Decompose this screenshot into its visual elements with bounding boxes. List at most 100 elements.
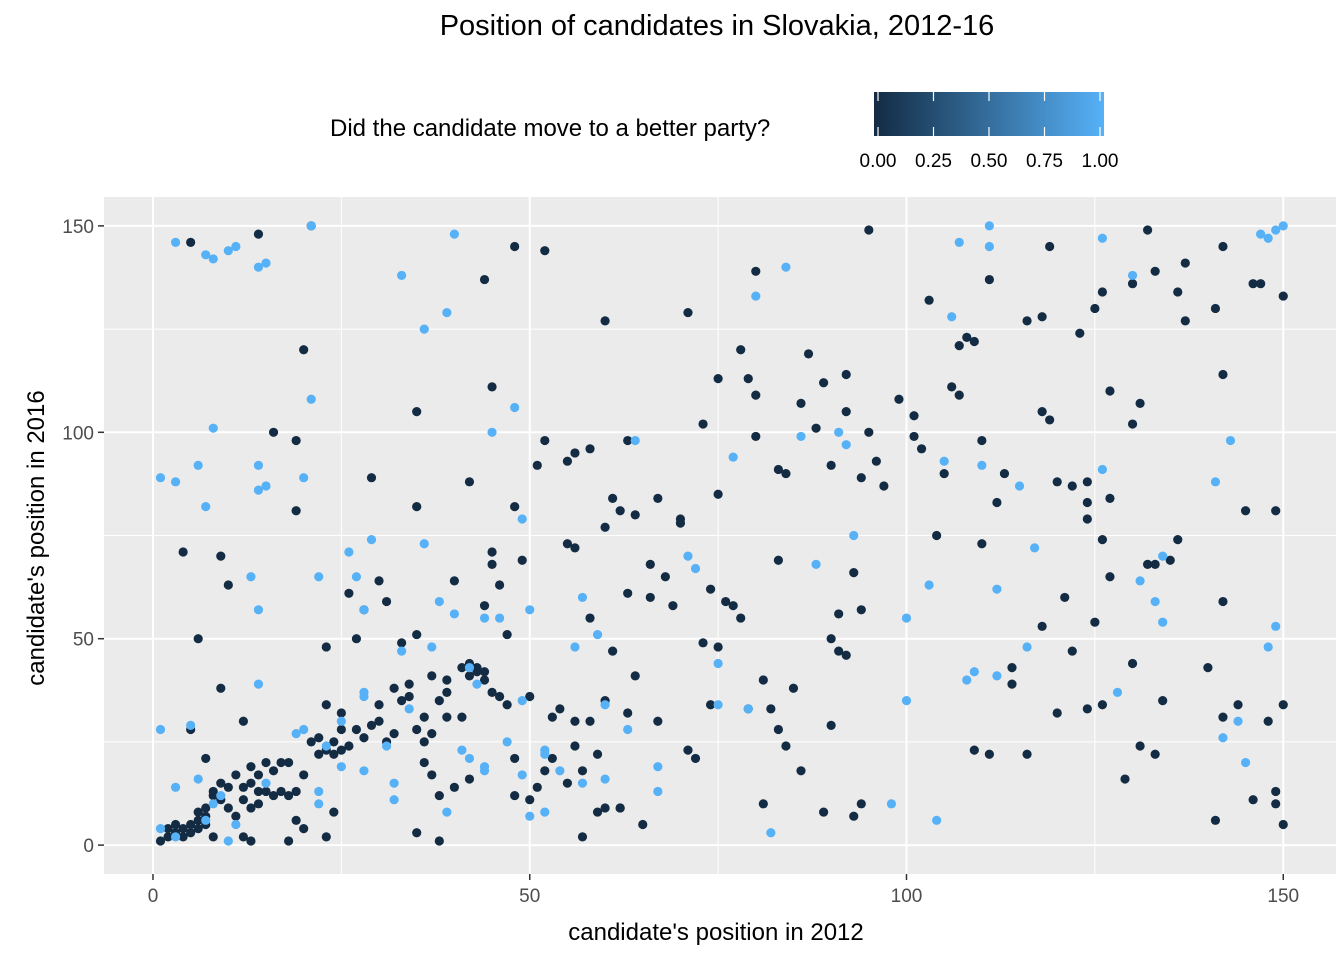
data-point	[170, 819, 181, 830]
data-point	[1150, 266, 1160, 276]
data-point	[834, 427, 844, 437]
data-point	[1233, 716, 1243, 726]
data-point	[487, 687, 497, 697]
data-point	[208, 799, 218, 809]
data-point	[698, 638, 708, 648]
data-point	[788, 683, 799, 693]
data-point	[223, 580, 233, 590]
data-point	[216, 778, 226, 788]
y-tick-label: 0	[83, 836, 94, 857]
data-point	[1158, 617, 1168, 627]
data-point	[487, 547, 497, 557]
data-point	[404, 691, 414, 702]
data-point	[517, 555, 527, 565]
data-point	[826, 460, 836, 470]
data-point	[321, 741, 331, 751]
data-point	[155, 473, 166, 483]
data-point	[336, 708, 346, 718]
data-point	[939, 456, 949, 466]
data-point	[894, 394, 904, 404]
data-point	[419, 324, 429, 334]
data-point	[261, 757, 271, 768]
data-point	[773, 464, 783, 475]
data-point	[201, 815, 211, 825]
data-point	[216, 683, 226, 693]
data-point	[1014, 481, 1025, 491]
data-point	[932, 530, 942, 541]
data-point	[1173, 287, 1183, 297]
data-point	[592, 749, 603, 759]
data-point	[736, 345, 746, 355]
data-point	[781, 262, 791, 272]
data-point	[1105, 386, 1115, 396]
data-point	[555, 704, 565, 714]
data-point	[434, 596, 444, 607]
data-point	[1158, 696, 1168, 706]
data-point	[630, 435, 640, 446]
data-point	[668, 601, 678, 611]
data-point	[268, 766, 279, 776]
data-point	[1210, 477, 1221, 487]
data-point	[623, 724, 633, 735]
data-point	[336, 716, 346, 726]
data-point	[351, 572, 362, 582]
data-point	[449, 609, 459, 619]
data-point	[585, 613, 595, 623]
data-point	[849, 530, 859, 541]
data-point	[1135, 398, 1145, 409]
data-point	[1037, 621, 1047, 631]
data-point	[645, 559, 655, 569]
data-point	[834, 646, 844, 656]
data-point	[1022, 749, 1032, 759]
data-point	[1082, 497, 1092, 508]
data-point	[713, 642, 723, 652]
data-point	[1263, 642, 1273, 652]
data-point	[796, 398, 806, 409]
data-point	[819, 378, 829, 388]
data-point	[615, 803, 625, 813]
legend-tick-label: 0.75	[1026, 151, 1063, 172]
data-point	[344, 741, 354, 751]
data-point	[291, 815, 301, 825]
data-point	[856, 605, 866, 615]
data-point	[803, 349, 814, 359]
data-point	[1007, 662, 1017, 673]
data-point	[728, 452, 738, 462]
data-point	[344, 588, 354, 598]
data-point	[494, 613, 505, 623]
data-point	[781, 741, 791, 751]
data-point	[276, 786, 286, 797]
data-point	[849, 568, 859, 578]
data-point	[464, 753, 475, 764]
data-point	[570, 448, 580, 458]
data-point	[751, 291, 761, 301]
data-point	[638, 819, 648, 830]
data-point	[683, 307, 693, 318]
data-point	[608, 493, 618, 503]
data-point	[909, 431, 919, 442]
data-point	[427, 770, 437, 780]
data-point	[170, 477, 181, 487]
data-point	[299, 473, 309, 483]
data-point	[193, 823, 203, 834]
data-point	[170, 782, 181, 792]
data-point	[291, 786, 301, 797]
data-point	[1097, 233, 1108, 243]
data-point	[231, 811, 241, 821]
data-point	[397, 270, 407, 281]
data-point	[849, 811, 859, 821]
data-point	[1075, 328, 1085, 338]
data-point	[977, 539, 987, 549]
data-point	[901, 613, 912, 623]
data-point	[713, 658, 723, 669]
data-point	[479, 667, 490, 677]
data-point	[216, 551, 226, 561]
data-point	[1210, 303, 1221, 314]
data-point	[457, 662, 467, 673]
data-point	[246, 572, 256, 582]
data-point	[525, 811, 535, 821]
data-point	[427, 671, 437, 681]
data-point	[999, 468, 1010, 479]
data-point	[1278, 819, 1288, 830]
data-point	[796, 766, 806, 776]
